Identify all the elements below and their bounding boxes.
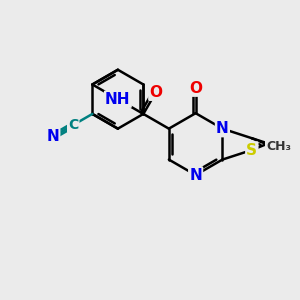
Text: N: N	[216, 121, 229, 136]
Text: C: C	[68, 118, 78, 132]
Text: O: O	[149, 85, 162, 100]
Text: NH: NH	[105, 92, 130, 107]
Text: S: S	[246, 142, 257, 158]
Text: N: N	[189, 167, 202, 182]
Text: CH₃: CH₃	[266, 140, 291, 153]
Text: O: O	[189, 81, 202, 96]
Text: N: N	[46, 129, 59, 144]
